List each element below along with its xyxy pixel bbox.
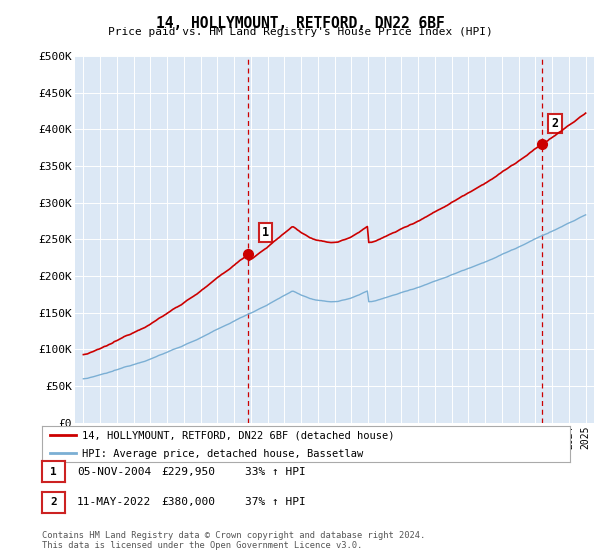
Text: £229,950: £229,950 bbox=[161, 466, 215, 477]
Text: 1: 1 bbox=[262, 226, 269, 239]
Text: £380,000: £380,000 bbox=[161, 497, 215, 507]
Text: Price paid vs. HM Land Registry's House Price Index (HPI): Price paid vs. HM Land Registry's House … bbox=[107, 27, 493, 37]
Text: 14, HOLLYMOUNT, RETFORD, DN22 6BF (detached house): 14, HOLLYMOUNT, RETFORD, DN22 6BF (detac… bbox=[82, 431, 394, 441]
Text: 11-MAY-2022: 11-MAY-2022 bbox=[77, 497, 151, 507]
Text: 2: 2 bbox=[50, 497, 57, 507]
Text: 37% ↑ HPI: 37% ↑ HPI bbox=[245, 497, 305, 507]
Text: 1: 1 bbox=[50, 466, 57, 477]
Text: 2: 2 bbox=[551, 117, 559, 130]
Text: HPI: Average price, detached house, Bassetlaw: HPI: Average price, detached house, Bass… bbox=[82, 449, 363, 459]
Text: Contains HM Land Registry data © Crown copyright and database right 2024.
This d: Contains HM Land Registry data © Crown c… bbox=[42, 530, 425, 550]
Text: 05-NOV-2004: 05-NOV-2004 bbox=[77, 466, 151, 477]
Text: 14, HOLLYMOUNT, RETFORD, DN22 6BF: 14, HOLLYMOUNT, RETFORD, DN22 6BF bbox=[155, 16, 445, 31]
Text: 33% ↑ HPI: 33% ↑ HPI bbox=[245, 466, 305, 477]
